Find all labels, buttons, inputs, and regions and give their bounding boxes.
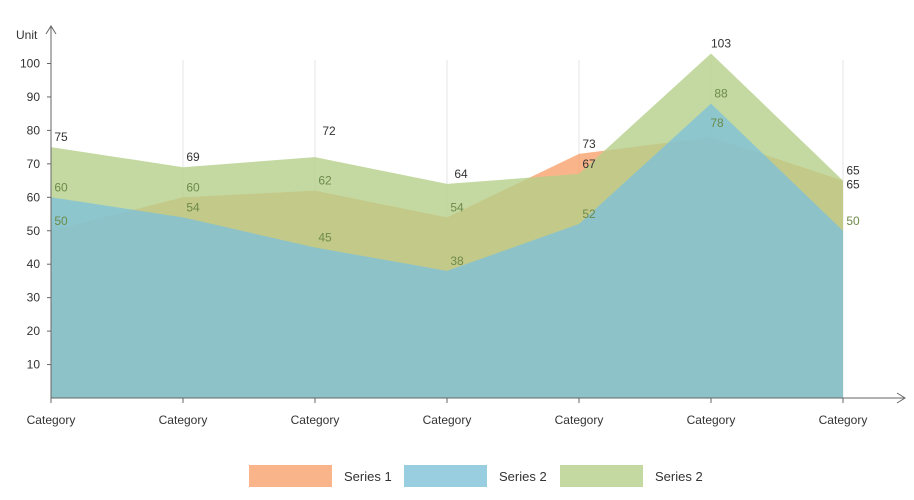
x-tick-label: Category [819, 413, 868, 427]
y-tick-label: 20 [27, 324, 41, 338]
y-tick-label: 50 [27, 224, 41, 238]
data-labels: 50 60 62 54 73 78 65 60 54 45 38 52 88 50 75 69 72 64 67 10… [54, 36, 860, 267]
y-tick-label: 70 [27, 157, 41, 171]
legend-label: Series 1 [344, 469, 392, 484]
x-tick-label: Category [423, 413, 472, 427]
legend-item: Series 1 [249, 465, 392, 487]
x-tick-label: Category [291, 413, 340, 427]
data-label-series-2: 52 [582, 207, 596, 221]
data-label-series-2: 50 [846, 214, 860, 228]
y-axis-title: Unit [16, 28, 38, 42]
data-label-series-3: 64 [454, 167, 468, 181]
x-tick-label: Category [27, 413, 76, 427]
data-label-series-3: 65 [846, 178, 860, 192]
axes: Unit [16, 25, 906, 404]
y-tick-label: 40 [27, 257, 41, 271]
data-label-series-1: 60 [186, 180, 200, 194]
data-label-series-1: 65 [846, 164, 860, 178]
legend-label: Series 2 [499, 469, 547, 484]
y-tick-labels: 10 20 30 40 50 60 70 80 90 100 [20, 57, 51, 372]
data-label-series-3: 69 [186, 150, 200, 164]
series-areas [51, 53, 843, 399]
data-label-series-3: 103 [711, 36, 731, 50]
legend-label: Series 2 [655, 469, 703, 484]
y-tick-label: 90 [27, 90, 41, 104]
data-label-series-1: 62 [318, 174, 332, 188]
data-label-series-3: 67 [582, 157, 596, 171]
legend-swatch [404, 465, 487, 487]
data-label-series-1: 73 [582, 137, 596, 151]
legend-item: Series 2 [560, 465, 703, 487]
legend-swatch [249, 465, 332, 487]
legend-swatch [560, 465, 643, 487]
legend-item: Series 2 [404, 465, 547, 487]
data-label-series-2: 60 [54, 180, 68, 194]
data-label-series-1: 54 [450, 200, 464, 214]
y-tick-label: 10 [27, 358, 41, 372]
x-tick-label: Category [159, 413, 208, 427]
data-label-series-2: 45 [318, 230, 332, 244]
x-axis-arrow [896, 392, 906, 404]
series-area-2 [51, 103, 843, 398]
x-tick-label: Category [687, 413, 736, 427]
y-tick-label: 100 [20, 57, 40, 71]
y-axis-arrow [45, 25, 57, 35]
data-label-series-3: 72 [322, 124, 336, 138]
y-tick-label: 30 [27, 291, 41, 305]
y-tick-label: 80 [27, 123, 41, 137]
x-tick-labels: Category Category Category Category Category… [27, 398, 868, 427]
data-label-series-1: 78 [710, 116, 724, 130]
data-label-series-3: 75 [54, 130, 68, 144]
data-label-series-1: 50 [54, 214, 68, 228]
y-tick-label: 60 [27, 190, 41, 204]
x-tick-label: Category [555, 413, 604, 427]
data-label-series-2: 38 [450, 254, 464, 268]
data-label-series-2: 54 [186, 200, 200, 214]
data-label-series-2: 88 [714, 87, 728, 101]
legend: Series 1 Series 2 Series 2 [249, 465, 703, 487]
